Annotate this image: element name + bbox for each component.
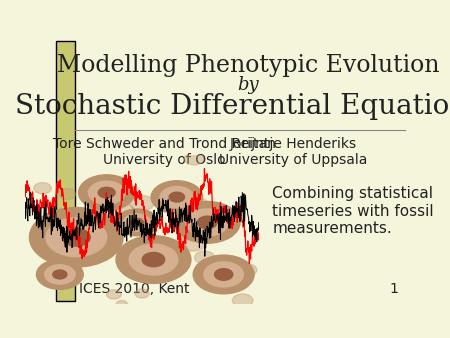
Circle shape: [193, 255, 254, 294]
Text: Tore Schweder and Trond Reitan
University of Oslo: Tore Schweder and Trond Reitan Universit…: [53, 137, 276, 167]
Circle shape: [64, 226, 81, 236]
Circle shape: [215, 269, 233, 280]
Circle shape: [131, 218, 144, 226]
Circle shape: [160, 187, 194, 208]
Circle shape: [81, 232, 97, 242]
Text: Modelling Phenotypic Evolution: Modelling Phenotypic Evolution: [57, 54, 439, 77]
Circle shape: [53, 270, 67, 279]
Circle shape: [184, 152, 204, 165]
Circle shape: [232, 294, 253, 307]
FancyBboxPatch shape: [56, 41, 76, 301]
Circle shape: [107, 290, 121, 299]
Circle shape: [169, 192, 184, 202]
Circle shape: [237, 264, 257, 276]
Circle shape: [228, 278, 247, 290]
Circle shape: [135, 289, 149, 298]
Circle shape: [123, 214, 151, 231]
Circle shape: [115, 204, 134, 216]
Circle shape: [170, 243, 188, 255]
Text: Jorijntje Henderiks
University of Uppsala: Jorijntje Henderiks University of Uppsal…: [219, 137, 368, 167]
Circle shape: [142, 252, 165, 267]
Circle shape: [129, 244, 178, 275]
Circle shape: [46, 218, 107, 257]
Circle shape: [175, 201, 240, 243]
Circle shape: [180, 219, 202, 233]
Circle shape: [180, 235, 206, 251]
Circle shape: [124, 242, 149, 258]
Circle shape: [29, 208, 123, 267]
Text: 1: 1: [389, 282, 398, 296]
Circle shape: [88, 181, 125, 204]
Circle shape: [98, 187, 115, 198]
Circle shape: [229, 267, 247, 278]
Text: by: by: [237, 76, 259, 94]
Circle shape: [34, 183, 51, 194]
Text: Combining statistical
timeseries with fossil
measurements.: Combining statistical timeseries with fo…: [273, 186, 434, 236]
Circle shape: [58, 189, 76, 199]
Circle shape: [45, 265, 75, 284]
Circle shape: [194, 251, 215, 264]
Text: Stochastic Differential Equations: Stochastic Differential Equations: [15, 93, 450, 120]
Circle shape: [116, 236, 191, 283]
Text: ICES 2010, Kent: ICES 2010, Kent: [79, 282, 189, 296]
Circle shape: [79, 175, 135, 211]
Circle shape: [130, 195, 154, 211]
Circle shape: [116, 209, 158, 236]
Circle shape: [151, 181, 202, 214]
Circle shape: [198, 216, 217, 228]
Circle shape: [62, 228, 90, 246]
Circle shape: [204, 262, 243, 287]
Circle shape: [116, 300, 127, 308]
Circle shape: [36, 260, 83, 289]
Circle shape: [186, 209, 229, 236]
Circle shape: [191, 199, 209, 211]
